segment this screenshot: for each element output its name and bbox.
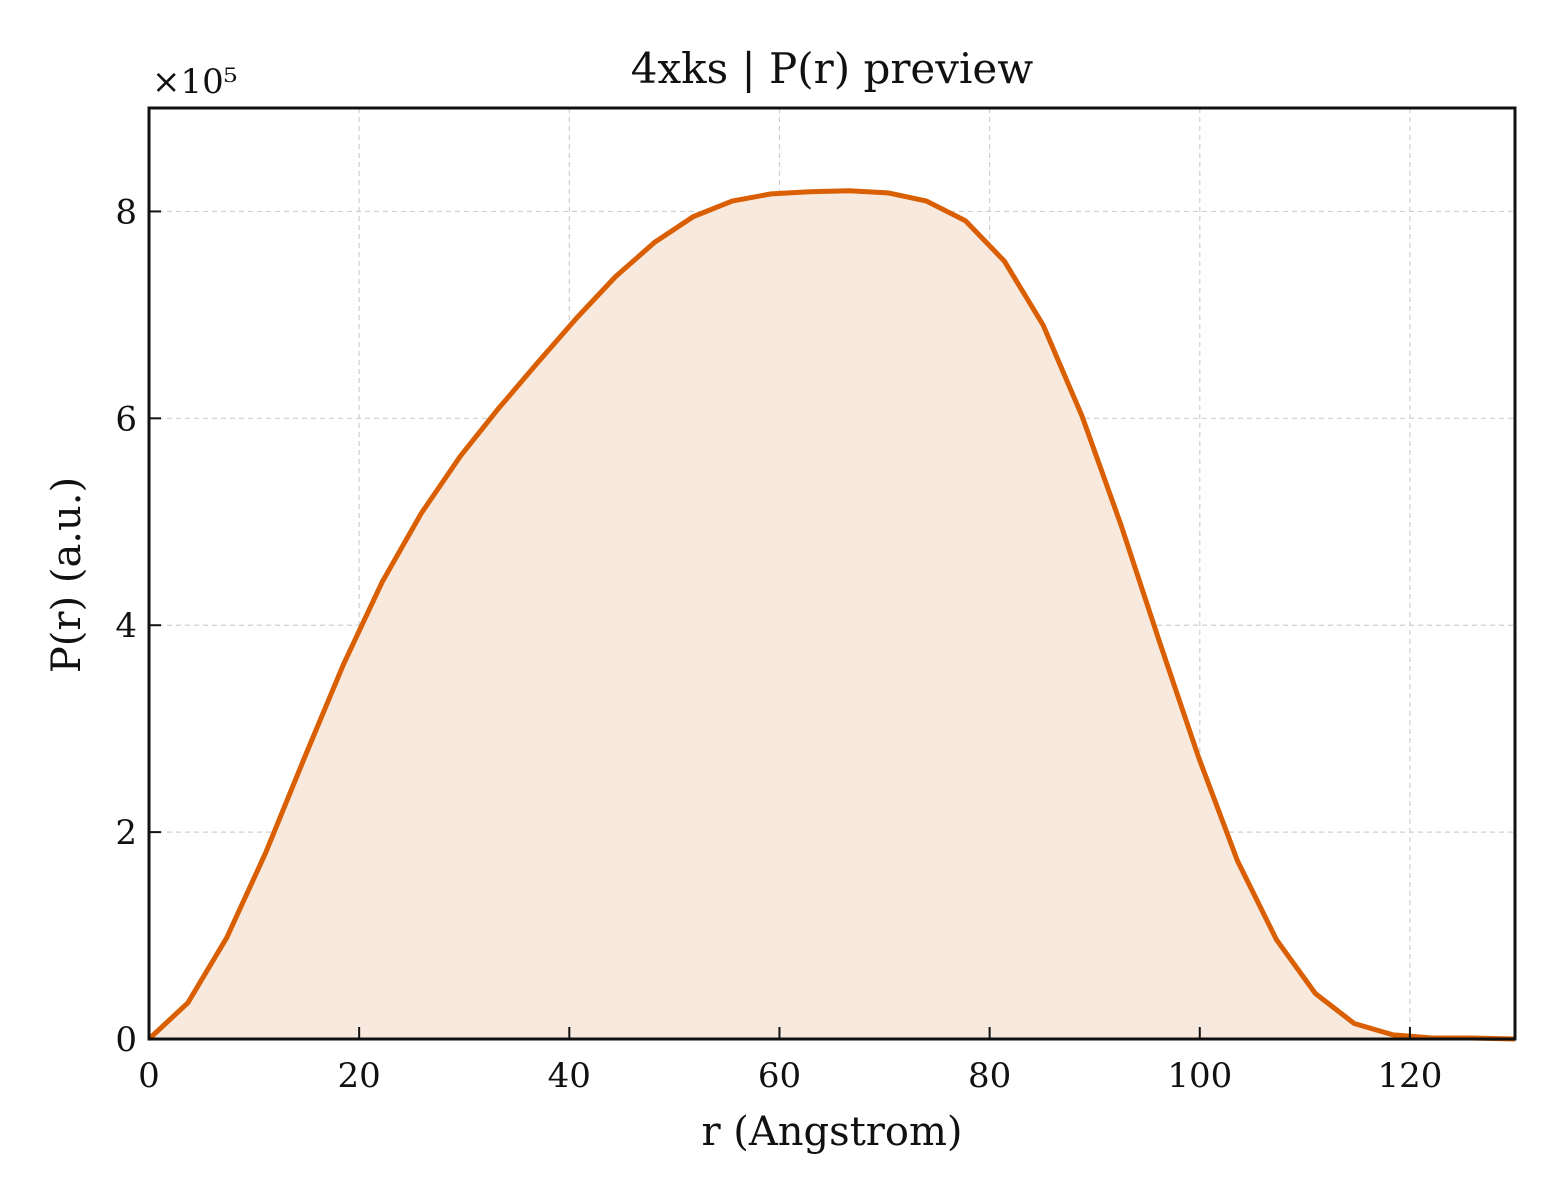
x-tick-label: 80 [968,1056,1011,1096]
tick-labels: 0 20 40 60 80 100 120 0 2 4 6 8 [115,192,1442,1096]
y-tick-label: 2 [115,813,137,853]
x-tick-label: 120 [1377,1056,1442,1096]
x-tick-label: 20 [338,1056,381,1096]
x-tick-label: 0 [138,1056,160,1096]
y-axis-label: P(r) (a.u.) [44,477,90,673]
x-axis-label: r (Angstrom) [701,1109,962,1155]
area-fill [149,190,1515,1039]
chart-title: 4xks | P(r) preview [631,44,1034,93]
x-tick-label: 60 [758,1056,801,1096]
y-multiplier-label: ×10⁵ [152,62,237,102]
y-tick-label: 4 [115,606,137,646]
axis-ticks [148,210,1411,1040]
plot-frame [147,106,1517,1041]
x-tick-label: 100 [1167,1056,1232,1096]
y-tick-label: 8 [115,192,137,232]
y-tick-label: 6 [115,399,137,439]
y-tick-label: 0 [115,1020,137,1060]
series-line [147,188,1516,1042]
x-tick-label: 40 [548,1056,591,1096]
